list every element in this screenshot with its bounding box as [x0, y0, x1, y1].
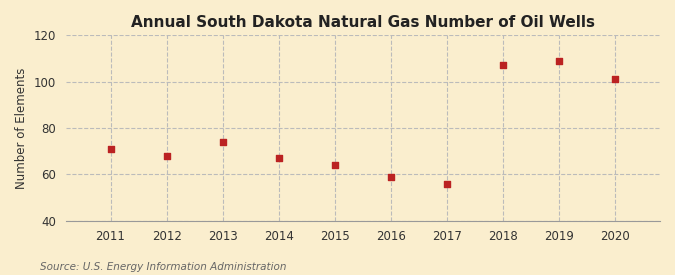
Point	[329, 163, 340, 167]
Point	[385, 175, 396, 179]
Text: Source: U.S. Energy Information Administration: Source: U.S. Energy Information Administ…	[40, 262, 287, 272]
Point	[441, 182, 452, 186]
Point	[105, 147, 116, 151]
Point	[610, 77, 620, 82]
Y-axis label: Number of Elements: Number of Elements	[15, 67, 28, 189]
Point	[497, 63, 508, 68]
Point	[217, 140, 228, 144]
Point	[554, 59, 564, 63]
Title: Annual South Dakota Natural Gas Number of Oil Wells: Annual South Dakota Natural Gas Number o…	[131, 15, 595, 30]
Point	[161, 154, 172, 158]
Point	[273, 156, 284, 160]
